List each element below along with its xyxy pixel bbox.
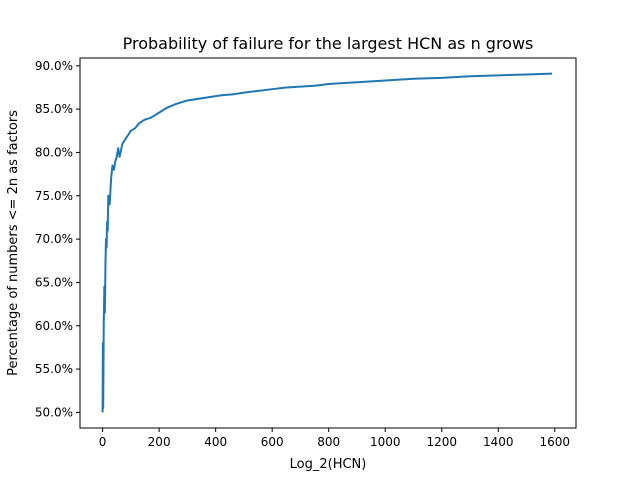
x-tick-label: 800 [317, 435, 340, 449]
x-tick-label: 200 [148, 435, 171, 449]
x-tick-label: 1000 [370, 435, 401, 449]
x-tick-label: 1200 [426, 435, 457, 449]
y-tick-label: 75.0% [35, 189, 73, 203]
y-tick-label: 85.0% [35, 102, 73, 116]
y-tick-label: 80.0% [35, 145, 73, 159]
x-tick-label: 400 [204, 435, 227, 449]
x-tick-label: 600 [261, 435, 284, 449]
x-tick-label: 0 [99, 435, 107, 449]
chart-title: Probability of failure for the largest H… [123, 34, 534, 53]
plot-area [101, 72, 553, 413]
x-tick-label: 1600 [540, 435, 571, 449]
y-tick-label: 65.0% [35, 275, 73, 289]
axis-ticks: 0 200 400 600 800 1000 1200 1400 1600 50.0% 55.0% 6… [35, 59, 570, 449]
y-tick-label: 70.0% [35, 232, 73, 246]
y-tick-label: 90.0% [35, 59, 73, 73]
x-tick-label: 1400 [483, 435, 514, 449]
x-axis-label: Log_2(HCN) [290, 457, 367, 472]
y-tick-label: 60.0% [35, 319, 73, 333]
y-tick-label: 55.0% [35, 362, 73, 376]
y-axis-label: Percentage of numbers <= 2n as factors [6, 110, 21, 376]
series-line [101, 72, 553, 413]
axes-frame [79, 57, 577, 429]
y-tick-label: 50.0% [35, 405, 73, 419]
